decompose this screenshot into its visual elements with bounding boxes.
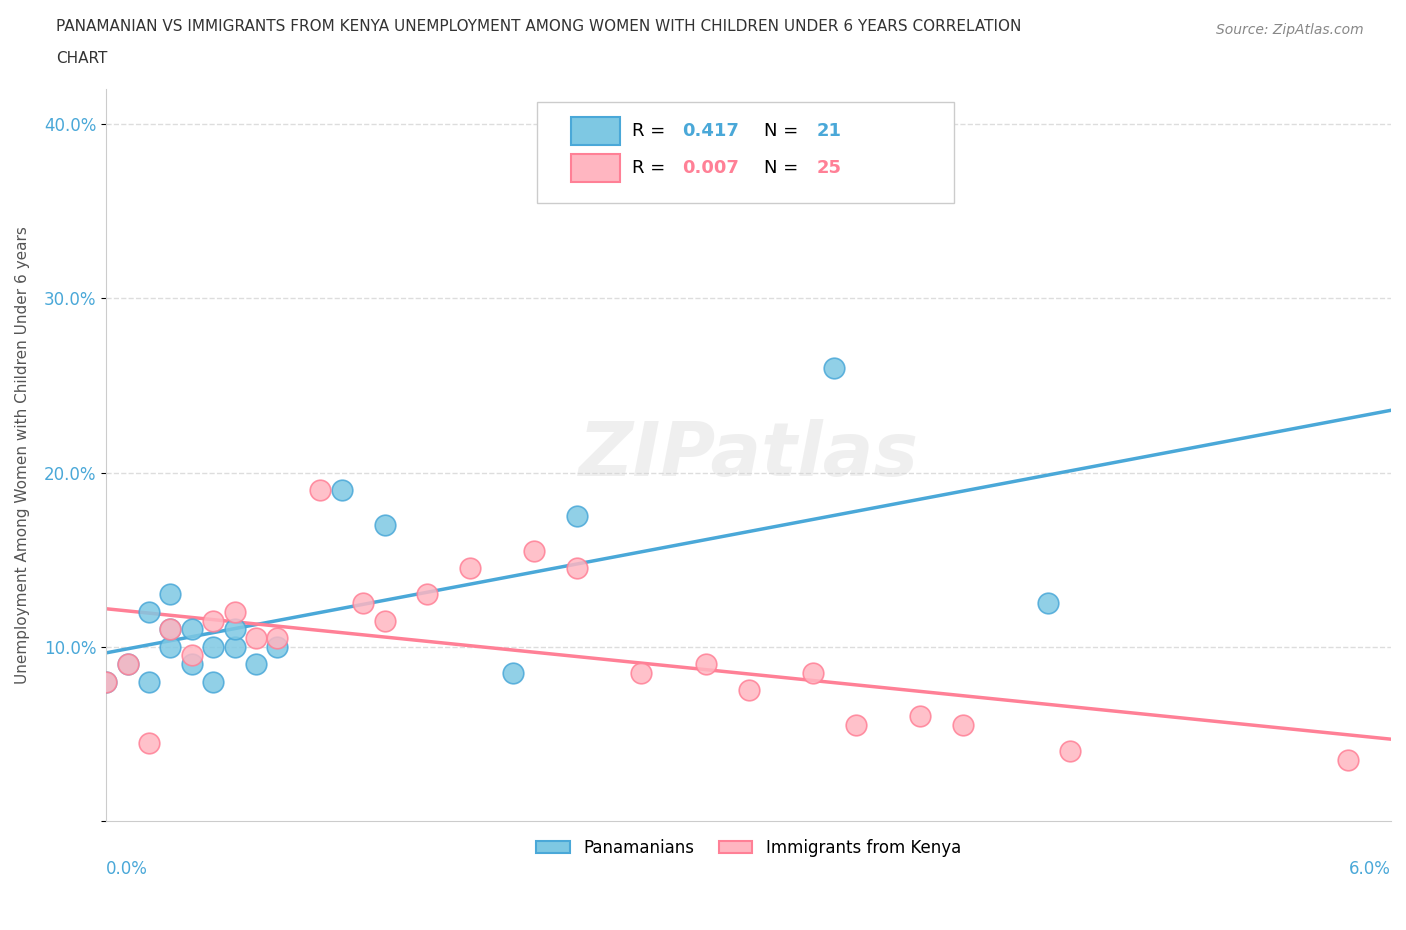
Text: PANAMANIAN VS IMMIGRANTS FROM KENYA UNEMPLOYMENT AMONG WOMEN WITH CHILDREN UNDER: PANAMANIAN VS IMMIGRANTS FROM KENYA UNEM… [56, 19, 1022, 33]
Point [567, 509, 589, 524]
Legend: Panamanians, Immigrants from Kenya: Panamanians, Immigrants from Kenya [530, 832, 967, 864]
Point [801, 666, 824, 681]
Point [416, 587, 439, 602]
Point [159, 622, 181, 637]
Point [952, 718, 974, 733]
Point [138, 604, 160, 619]
Point [823, 361, 845, 376]
Y-axis label: Unemployment Among Women with Children Under 6 years: Unemployment Among Women with Children U… [15, 226, 30, 684]
Point [245, 657, 267, 671]
Point [159, 622, 181, 637]
Point [266, 631, 288, 645]
Text: N =: N = [763, 159, 804, 177]
Point [737, 683, 759, 698]
Text: 6.0%: 6.0% [1350, 860, 1391, 878]
Point [373, 613, 395, 628]
Point [202, 639, 225, 654]
Text: ZIPatlas: ZIPatlas [578, 418, 918, 492]
Point [1337, 752, 1360, 767]
FancyBboxPatch shape [571, 117, 620, 145]
Point [845, 718, 868, 733]
Point [138, 674, 160, 689]
Point [695, 657, 717, 671]
Point [117, 657, 139, 671]
Point [352, 596, 374, 611]
Point [224, 622, 246, 637]
Point [266, 639, 288, 654]
Text: CHART: CHART [56, 51, 108, 66]
Point [159, 587, 181, 602]
Point [202, 674, 225, 689]
Point [224, 639, 246, 654]
Point [202, 613, 225, 628]
Point [245, 631, 267, 645]
Point [1059, 744, 1081, 759]
Point [117, 657, 139, 671]
Point [330, 483, 353, 498]
Point [373, 517, 395, 532]
FancyBboxPatch shape [537, 102, 955, 203]
Text: 0.007: 0.007 [682, 159, 738, 177]
Point [94, 674, 117, 689]
Point [502, 666, 524, 681]
Point [1038, 596, 1060, 611]
Text: 25: 25 [817, 159, 842, 177]
Text: R =: R = [631, 159, 671, 177]
Point [180, 648, 202, 663]
Text: N =: N = [763, 122, 804, 140]
Point [180, 657, 202, 671]
Point [180, 622, 202, 637]
Point [94, 674, 117, 689]
Text: 0.0%: 0.0% [105, 860, 148, 878]
Text: 0.417: 0.417 [682, 122, 738, 140]
Text: R =: R = [631, 122, 671, 140]
Point [908, 709, 931, 724]
Point [567, 561, 589, 576]
Point [630, 666, 652, 681]
Point [309, 483, 332, 498]
FancyBboxPatch shape [571, 153, 620, 181]
Text: 21: 21 [817, 122, 842, 140]
Point [458, 561, 481, 576]
Point [224, 604, 246, 619]
Text: Source: ZipAtlas.com: Source: ZipAtlas.com [1216, 23, 1364, 37]
Point [138, 735, 160, 750]
Point [159, 639, 181, 654]
Point [523, 543, 546, 558]
